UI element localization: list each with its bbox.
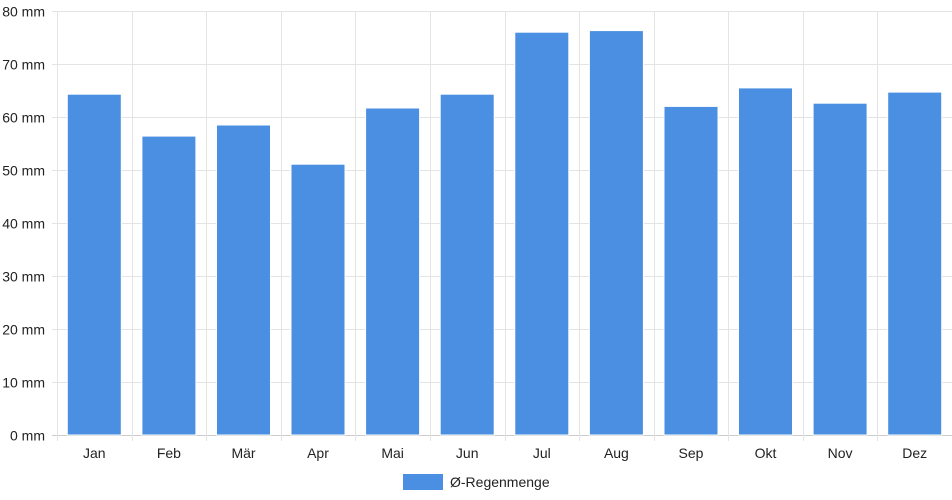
y-tick-label: 10 mm [2,375,45,391]
bar-aug[interactable] [588,30,644,436]
y-tick-label: 20 mm [2,322,45,338]
y-tick-label: 30 mm [2,269,45,285]
y-tick-label: 50 mm [2,163,45,179]
x-axis-ticks: Jan Feb Mär Apr Mai Jun Jul Aug Sep Okt Nov Dez [83,445,927,461]
legend-swatch [403,474,443,490]
legend[interactable]: Ø-Regenmenge [403,474,550,490]
x-tick-label: Mai [381,445,404,461]
grid-lines [52,11,952,441]
x-tick-label: Sep [679,445,704,461]
x-tick-label: Okt [755,445,777,461]
x-tick-label: Nov [828,445,853,461]
x-tick-label: Mär [231,445,255,461]
y-axis-ticks: 0 mm 10 mm 20 mm 30 mm 40 mm 50 mm 60 mm 70 mm 8… [2,4,45,444]
x-tick-label: Jun [456,445,479,461]
bars [66,30,943,436]
bar-dez[interactable] [887,91,943,436]
y-tick-label: 80 mm [2,4,45,20]
bar-jan[interactable] [66,93,122,436]
y-tick-label: 60 mm [2,110,45,126]
y-tick-label: 0 mm [10,428,45,444]
y-tick-label: 70 mm [2,57,45,73]
x-tick-label: Dez [902,445,927,461]
bar-sep[interactable] [663,105,719,436]
bar-apr[interactable] [290,163,346,436]
x-tick-label: Aug [604,445,629,461]
x-tick-label: Feb [157,445,181,461]
x-tick-label: Jan [83,445,106,461]
bar-mai[interactable] [365,107,421,436]
bar-feb[interactable] [141,135,197,436]
x-tick-label: Apr [307,445,329,461]
bar-okt[interactable] [738,87,793,436]
bar-mär[interactable] [216,124,271,436]
legend-label: Ø-Regenmenge [450,474,550,490]
bar-jun[interactable] [439,93,495,436]
y-tick-label: 40 mm [2,216,45,232]
x-tick-label: Jul [533,445,551,461]
bar-nov[interactable] [812,102,868,436]
bar-jul[interactable] [514,31,570,436]
